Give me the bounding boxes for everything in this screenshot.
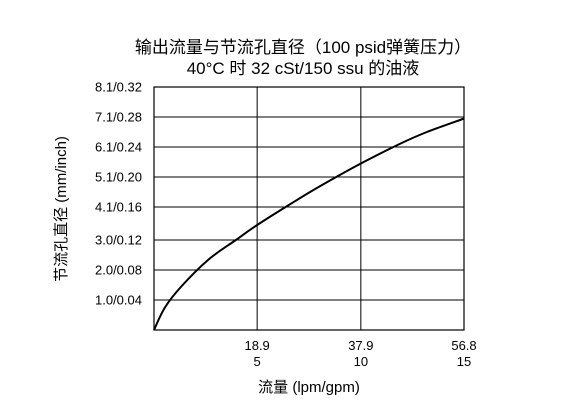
y-tick-label: 6.1/0.24 bbox=[95, 140, 142, 155]
y-tick-labels: 1.0/0.04 2.0/0.08 3.0/0.12 4.1/0.16 5.1/0.20… bbox=[95, 80, 142, 308]
chart-title: 输出流量与节流孔直径（100 psid弹簧压力） bbox=[135, 38, 471, 57]
x-tick-label-lpm: 56.8 bbox=[451, 338, 476, 353]
x-tick-label-gpm: 5 bbox=[254, 354, 261, 369]
x-tick-label-lpm: 18.9 bbox=[244, 338, 269, 353]
y-tick-label: 8.1/0.32 bbox=[95, 80, 142, 95]
series-line bbox=[153, 117, 465, 331]
x-tick-label-gpm: 10 bbox=[354, 354, 368, 369]
y-tick-label: 3.0/0.12 bbox=[95, 233, 142, 248]
y-tick-label: 1.0/0.04 bbox=[95, 293, 142, 308]
grid bbox=[154, 87, 464, 330]
y-tick-label: 4.1/0.16 bbox=[95, 200, 142, 215]
x-tick-label-lpm: 37.9 bbox=[348, 338, 373, 353]
y-tick-label: 5.1/0.20 bbox=[95, 170, 142, 185]
x-axis-label: 流量 (lpm/gpm) bbox=[258, 379, 360, 396]
x-tick-labels: 18.95 37.910 56.815 bbox=[244, 338, 476, 369]
y-axis-label: 节流孔直径 (mm/inch) bbox=[53, 136, 70, 282]
y-tick-label: 7.1/0.28 bbox=[95, 110, 142, 125]
plot-frame bbox=[153, 86, 465, 331]
chart-subtitle: 40°C 时 32 cSt/150 ssu 的油液 bbox=[187, 59, 420, 78]
y-tick-label: 2.0/0.08 bbox=[95, 263, 142, 278]
x-tick-label-gpm: 15 bbox=[457, 354, 471, 369]
series-group bbox=[153, 117, 465, 331]
